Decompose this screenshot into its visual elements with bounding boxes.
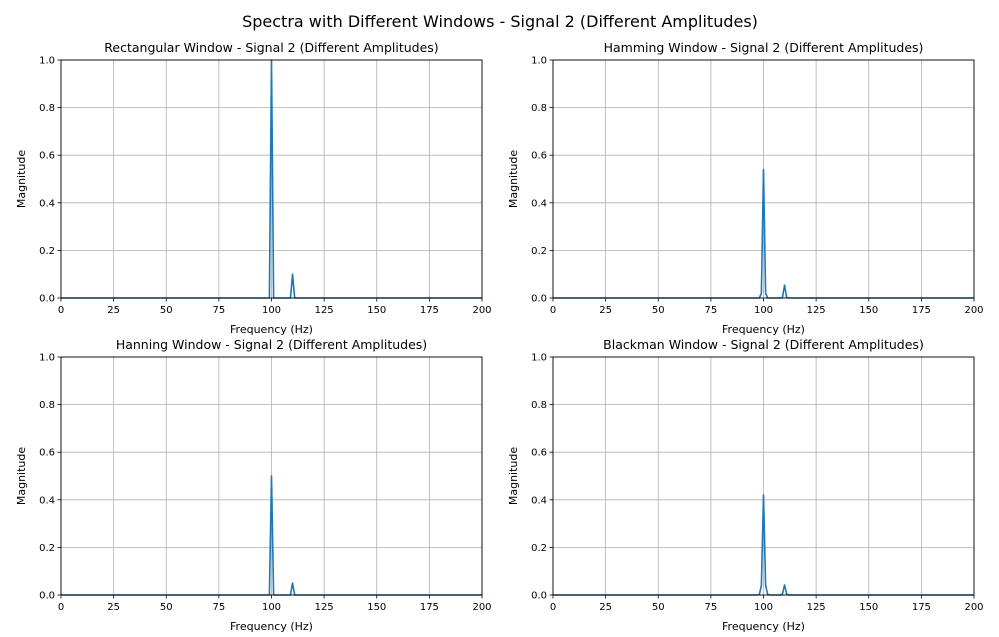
- subplot-2: 0 25 50 75 100 125 150 175 200 0.0 0.2 0.4 0.6 0.8 1.0…: [507, 40, 984, 336]
- y-tick-label: 1.0: [39, 353, 55, 364]
- x-axis-label: Frequency (Hz): [722, 620, 805, 633]
- y-axis-label: Magnitude: [15, 447, 28, 506]
- x-tick-label: 200: [472, 602, 491, 613]
- y-axis-label: Magnitude: [507, 447, 520, 506]
- x-axis-label: Frequency (Hz): [722, 323, 805, 336]
- y-tick-label: 1.0: [39, 56, 55, 67]
- y-tick-label: 0.2: [39, 543, 55, 554]
- x-tick-label: 100: [262, 305, 281, 316]
- axes-frame: [60, 356, 483, 596]
- y-tick-label: 0.4: [531, 198, 547, 209]
- y-tick-label: 1.0: [531, 353, 547, 364]
- x-tick-label: 200: [472, 305, 491, 316]
- y-axis-label: Magnitude: [507, 150, 520, 209]
- subplot-1: 0 25 50 75 100 125 150 175 200 0.0 0.2 0.4 0.6 0.8 1.0…: [15, 40, 492, 336]
- y-tick-label: 0.2: [531, 246, 547, 257]
- subplot-title: Rectangular Window - Signal 2 (Different…: [104, 40, 438, 55]
- y-tick-label: 0.8: [39, 400, 55, 411]
- x-tick-label: 0: [550, 602, 556, 613]
- figure-title: Spectra with Different Windows - Signal …: [242, 12, 758, 31]
- y-tick-label: 0.8: [39, 103, 55, 114]
- x-tick-label: 175: [912, 305, 931, 316]
- x-tick-label: 0: [58, 305, 64, 316]
- y-tick-label: 0.8: [531, 400, 547, 411]
- y-tick-label: 0.6: [39, 448, 55, 459]
- x-tick-label: 100: [754, 305, 773, 316]
- y-tick-label: 0.6: [39, 151, 55, 162]
- x-tick-label: 0: [550, 305, 556, 316]
- subplot-4: 0 25 50 75 100 125 150 175 200 0.0 0.2 0.4 0.6 0.8 1.0…: [507, 337, 984, 633]
- axes-frame: [552, 356, 975, 596]
- x-tick-label: 150: [367, 305, 386, 316]
- y-tick-label: 1.0: [531, 56, 547, 67]
- x-tick-label: 75: [705, 305, 718, 316]
- x-axis-label: Frequency (Hz): [230, 620, 313, 633]
- x-tick-label: 125: [315, 602, 334, 613]
- y-tick-label: 0.2: [39, 246, 55, 257]
- x-tick-label: 50: [160, 305, 173, 316]
- y-tick-label: 0.0: [531, 294, 547, 305]
- x-tick-label: 50: [160, 602, 173, 613]
- x-tick-label: 200: [964, 305, 983, 316]
- y-tick-label: 0.4: [531, 495, 547, 506]
- x-tick-label: 200: [964, 602, 983, 613]
- x-tick-label: 100: [262, 602, 281, 613]
- x-tick-label: 125: [315, 305, 334, 316]
- x-tick-label: 150: [367, 602, 386, 613]
- x-tick-label: 150: [859, 602, 878, 613]
- x-tick-label: 50: [652, 305, 665, 316]
- x-tick-label: 150: [859, 305, 878, 316]
- y-tick-label: 0.0: [531, 591, 547, 602]
- x-tick-label: 25: [599, 305, 612, 316]
- x-tick-label: 75: [213, 305, 226, 316]
- y-tick-label: 0.4: [39, 198, 55, 209]
- x-tick-label: 100: [754, 602, 773, 613]
- axes-frame: [552, 59, 975, 299]
- x-tick-label: 75: [705, 602, 718, 613]
- y-tick-label: 0.8: [531, 103, 547, 114]
- y-axis-label: Magnitude: [15, 150, 28, 209]
- x-tick-label: 75: [213, 602, 226, 613]
- x-tick-label: 175: [912, 602, 931, 613]
- y-tick-label: 0.2: [531, 543, 547, 554]
- y-tick-label: 0.0: [39, 591, 55, 602]
- x-tick-label: 175: [420, 305, 439, 316]
- x-tick-label: 50: [652, 602, 665, 613]
- x-tick-label: 25: [107, 305, 120, 316]
- x-tick-label: 0: [58, 602, 64, 613]
- x-axis-label: Frequency (Hz): [230, 323, 313, 336]
- x-tick-label: 125: [807, 602, 826, 613]
- subplot-title: Hanning Window - Signal 2 (Different Amp…: [116, 337, 427, 352]
- subplot-title: Hamming Window - Signal 2 (Different Amp…: [604, 40, 924, 55]
- x-tick-label: 125: [807, 305, 826, 316]
- y-tick-label: 0.4: [39, 495, 55, 506]
- subplot-3: 0 25 50 75 100 125 150 175 200 0.0 0.2 0.4 0.6 0.8 1.0…: [15, 337, 492, 633]
- y-tick-label: 0.0: [39, 294, 55, 305]
- subplot-title: Blackman Window - Signal 2 (Different Am…: [603, 337, 924, 352]
- x-tick-label: 25: [107, 602, 120, 613]
- x-tick-label: 175: [420, 602, 439, 613]
- axes-frame: [60, 59, 483, 299]
- y-tick-label: 0.6: [531, 448, 547, 459]
- y-tick-label: 0.6: [531, 151, 547, 162]
- x-tick-label: 25: [599, 602, 612, 613]
